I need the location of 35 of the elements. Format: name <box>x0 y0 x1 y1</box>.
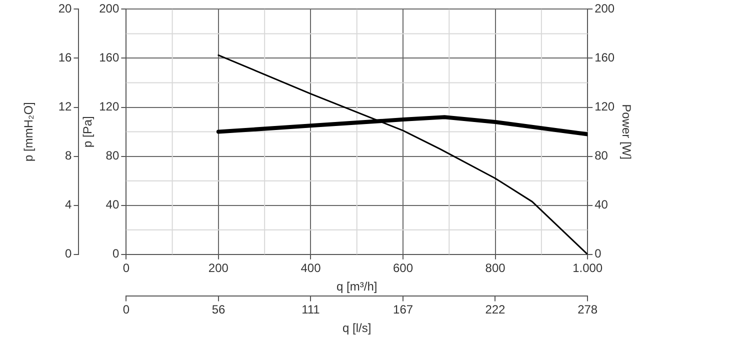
y-tick-label: 0 <box>112 246 120 261</box>
y-tick-label: 80 <box>106 148 120 163</box>
y-tick-label: 40 <box>106 198 120 212</box>
y3-tick-label: 8 <box>65 148 72 163</box>
y3-tick-label: 4 <box>65 198 72 212</box>
y3-tick-label: 12 <box>58 100 72 114</box>
y-axis-title: p [Pa] <box>80 116 94 148</box>
x-tick-label: 800 <box>485 260 506 275</box>
y2-axis-title: Power [W] <box>619 104 634 160</box>
x2-tick-label: 111 <box>302 302 320 317</box>
y3-axis-title: p [mmH₂O] <box>22 102 36 162</box>
x2-tick-label: 0 <box>122 302 130 317</box>
y3-tick-label: 16 <box>58 50 72 65</box>
y3-tick-label: 0 <box>65 246 72 261</box>
y2-tick-label: 160 <box>594 50 615 65</box>
y2-tick-label: 120 <box>594 100 615 114</box>
y3-tick-label: 20 <box>58 2 72 16</box>
y2-tick-label: 40 <box>594 198 608 212</box>
x2-tick-label: 278 <box>578 302 598 317</box>
x-tick-label: 0 <box>122 260 130 275</box>
x-tick-label: 600 <box>393 260 414 275</box>
x2-tick-label: 167 <box>393 302 414 317</box>
x2-axis-title: q [l/s] <box>342 321 372 336</box>
x2-tick-label: 222 <box>485 302 506 317</box>
y-tick-label: 160 <box>99 50 120 65</box>
x-tick-label: 1.000 <box>572 260 603 275</box>
y-tick-label: 120 <box>99 100 120 114</box>
y2-tick-label: 80 <box>594 148 608 163</box>
x-axis-title: q [m³/h] <box>336 279 378 294</box>
x-tick-label: 400 <box>300 260 322 275</box>
y-tick-label: 200 <box>99 2 120 16</box>
x-tick-label: 200 <box>208 260 229 275</box>
x2-tick-label: 56 <box>212 302 226 317</box>
y2-tick-label: 0 <box>594 246 602 261</box>
y2-tick-label: 200 <box>594 2 615 16</box>
